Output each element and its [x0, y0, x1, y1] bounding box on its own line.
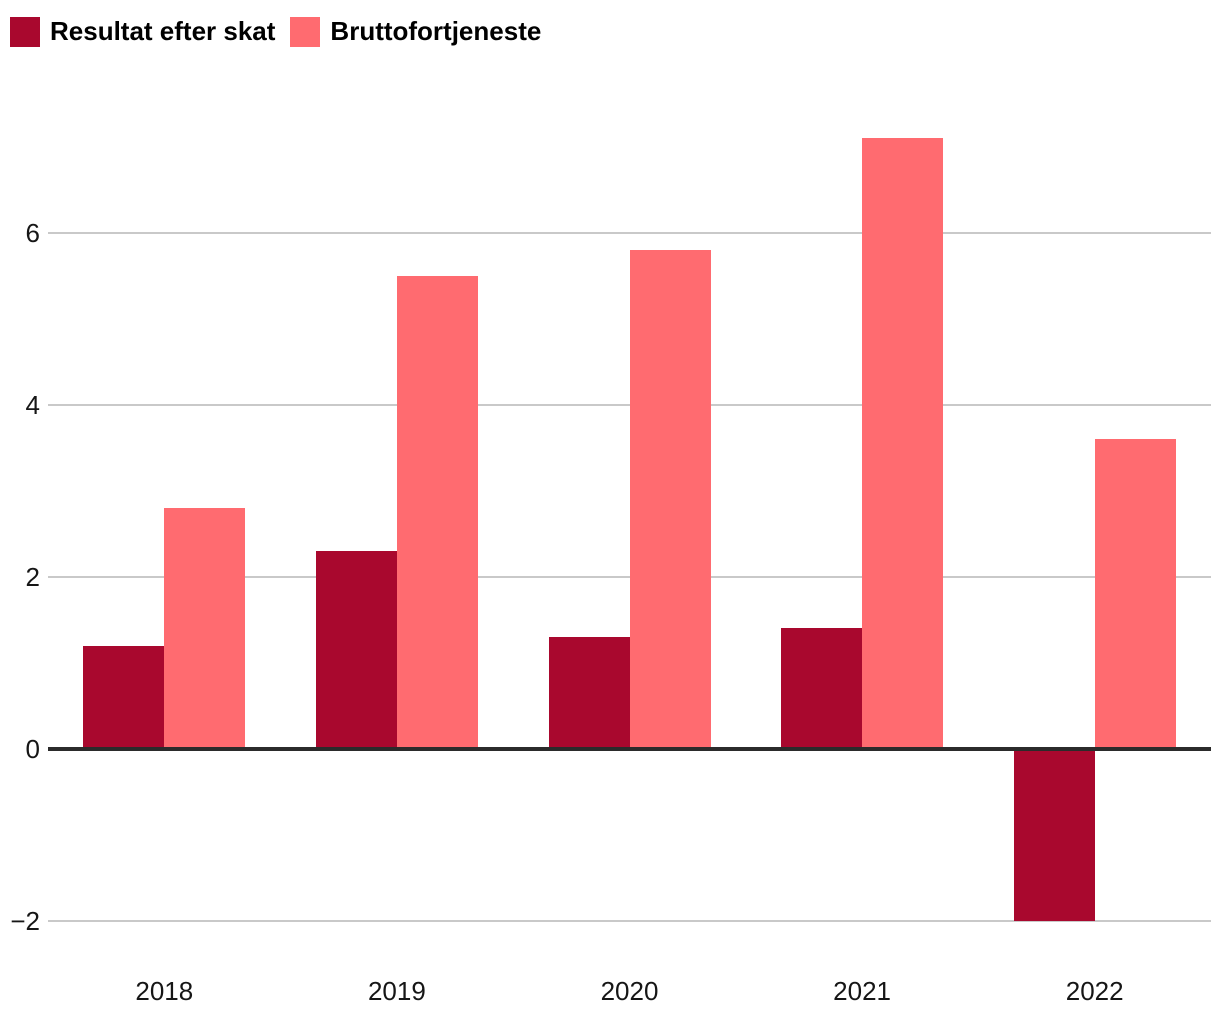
x-axis-label-2019: 2019 [367, 976, 426, 1006]
y-axis-label-0: 0 [25, 733, 40, 764]
legend-item-bruttofortjeneste[interactable]: Bruttofortjeneste [290, 16, 541, 47]
y-axis-label--2: −2 [10, 905, 40, 936]
gridline-y--2 [48, 919, 1211, 922]
bar-brutto-2018[interactable] [164, 508, 246, 749]
bar-brutto-2021[interactable] [862, 138, 944, 749]
bar-resultat-2021[interactable] [781, 628, 863, 749]
chart-legend: Resultat efter skat Bruttofortjeneste [10, 16, 541, 47]
legend-swatch-icon [10, 16, 40, 47]
legend-label: Resultat efter skat [50, 16, 276, 46]
x-axis-label-2020: 2020 [600, 976, 659, 1006]
x-axis-label-2018: 2018 [135, 976, 194, 1006]
bar-brutto-2022[interactable] [1094, 439, 1176, 749]
legend-label: Bruttofortjeneste [330, 16, 542, 46]
bar-resultat-2020[interactable] [548, 636, 630, 749]
bar-brutto-2019[interactable] [396, 275, 478, 749]
y-axis-label-4: 4 [25, 389, 40, 420]
bar-brutto-2020[interactable] [629, 250, 711, 749]
bar-resultat-2018[interactable] [83, 645, 165, 749]
y-axis-label-6: 6 [25, 217, 40, 248]
legend-item-resultat-efter-skat[interactable]: Resultat efter skat [10, 16, 275, 47]
x-axis-label-2021: 2021 [833, 976, 892, 1006]
zero-axis-line [48, 746, 1211, 751]
gridline-y-6 [48, 231, 1211, 234]
y-axis-label-2: 2 [25, 561, 40, 592]
x-axis-label-2022: 2022 [1065, 976, 1124, 1006]
bar-resultat-2022[interactable] [1013, 748, 1095, 921]
bar-resultat-2019[interactable] [315, 551, 397, 749]
legend-swatch-icon [290, 16, 321, 47]
